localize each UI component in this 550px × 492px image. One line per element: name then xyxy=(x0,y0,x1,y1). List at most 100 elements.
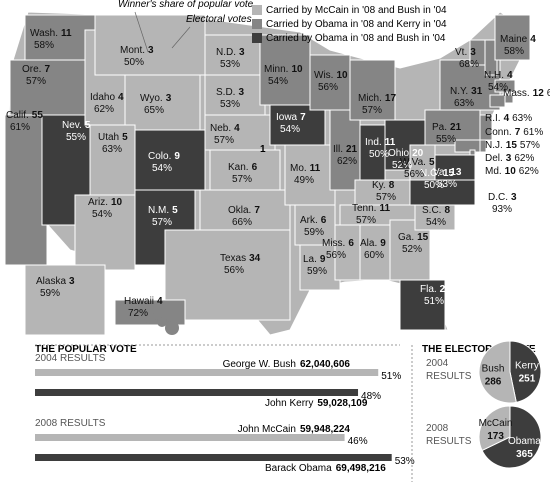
state-label: Iowa 7 54% xyxy=(276,112,306,135)
state-name: N.C. xyxy=(420,168,440,179)
vote-share: 56% xyxy=(318,82,338,93)
electoral-votes: 7 xyxy=(254,205,260,216)
state xyxy=(89,124,136,196)
state-name: Pa. xyxy=(432,122,447,133)
vote-share: 53% xyxy=(220,59,240,70)
state-label: Kan. 6 57% xyxy=(228,162,258,185)
state xyxy=(284,144,336,206)
state-label: Ind. 11 50% xyxy=(365,137,396,160)
legend: Carried by McCain in '08 and Bush in '04… xyxy=(252,5,447,44)
state-name: Ala. xyxy=(360,238,377,249)
electoral-votes: 5 xyxy=(429,157,435,168)
vote-share: 62% xyxy=(519,166,539,177)
state-label: Ala. 9 60% xyxy=(360,238,386,261)
pie-name: Kerry xyxy=(515,360,539,371)
state xyxy=(209,149,281,191)
pie-slice xyxy=(481,405,542,469)
vote-share: 57% xyxy=(26,76,46,87)
pie-value: 251 xyxy=(519,373,536,384)
electoral-votes: 4 xyxy=(118,92,124,103)
state-name: N.Y. xyxy=(450,86,468,97)
vote-share: 62% xyxy=(337,156,357,167)
state-labels: Wash. 11 58%Ore. 7 57%Calif. 55 61% Nev. 5 55%Ida… xyxy=(6,28,550,319)
state-name: N.M. xyxy=(148,205,169,216)
electoral-votes: 4 xyxy=(157,296,163,307)
vote-share: 59% xyxy=(304,227,324,238)
state-label: La. 9 59% xyxy=(303,254,327,277)
candidate-label: John McCain 59,948,224 xyxy=(238,424,351,435)
state-name: Mo. xyxy=(290,163,307,174)
electoral-votes: 6 xyxy=(321,215,327,226)
leader-line xyxy=(134,11,149,53)
state-label: Colo. 9 54% xyxy=(148,151,180,174)
electoral-votes: 55 xyxy=(32,110,44,121)
state-label: S.D. 3 53% xyxy=(216,87,244,110)
state-name: Wyo. xyxy=(140,93,163,104)
state xyxy=(94,14,206,76)
pie-value: 365 xyxy=(516,449,533,460)
state-name: Va. xyxy=(433,167,447,178)
state-name: Ariz. xyxy=(88,197,108,208)
state xyxy=(489,94,506,108)
state xyxy=(204,74,266,116)
electoral-votes: 15 xyxy=(417,232,429,243)
pie-name: McCain xyxy=(479,418,513,429)
vote-share: 50% xyxy=(424,180,444,191)
island xyxy=(165,321,179,335)
percent-label: 46% xyxy=(348,436,368,447)
state-name: R.I. xyxy=(485,113,501,124)
electoral-votes: 15 xyxy=(506,140,518,151)
vote-share: 57% xyxy=(152,217,172,228)
state-name: Texas xyxy=(220,253,246,264)
state xyxy=(269,104,326,146)
state-label: N.D. 3 53% xyxy=(216,47,245,70)
state-name: Mont. xyxy=(120,45,145,56)
percent-label: 48% xyxy=(361,391,381,402)
vote-share: 72% xyxy=(128,308,148,319)
electoral-votes: 8 xyxy=(389,180,395,191)
electoral-votes: 11 xyxy=(379,203,390,214)
annotation: Winner's share of popular vote xyxy=(118,0,254,10)
state-name: Utah xyxy=(98,132,119,143)
candidate-label: George W. Bush 62,040,606 xyxy=(223,359,351,370)
vote-share: 63% xyxy=(102,144,122,155)
state-name: Tenn. xyxy=(352,203,376,214)
vote-count: 62,040,606 xyxy=(300,359,350,370)
state xyxy=(4,114,48,266)
electoral-votes: 21 xyxy=(346,144,358,155)
state xyxy=(409,179,476,206)
state-label: D.C. 3 93% xyxy=(488,192,517,215)
state xyxy=(24,264,106,336)
caption: RESULTS xyxy=(426,436,472,447)
state-name: Ill. xyxy=(333,144,343,155)
state-name: Conn. xyxy=(485,127,512,138)
split-vote-label: 1 xyxy=(260,144,266,155)
electoral-votes: 6 xyxy=(252,162,258,173)
percent-label: 53% xyxy=(395,456,415,467)
percent-label: 51% xyxy=(381,371,401,382)
year: 2004 xyxy=(426,358,449,369)
state-name: Vt. xyxy=(455,47,467,58)
state-name: Miss. xyxy=(322,238,345,249)
state xyxy=(164,229,291,321)
state-label: Miss. 6 56% xyxy=(322,238,354,261)
state-label: Idaho 4 62% xyxy=(90,92,124,115)
state-name: Ky. xyxy=(372,180,386,191)
electoral-votes: 20 xyxy=(412,148,424,159)
vote-share: 50% xyxy=(124,57,144,68)
vote-share: 68% xyxy=(459,59,479,70)
state-label: Conn. 7 61% xyxy=(485,127,543,138)
state-name: Alaska xyxy=(36,276,66,287)
state-label: R.I. 4 63% xyxy=(485,113,532,124)
state-name: S.D. xyxy=(216,87,235,98)
vote-share: 49% xyxy=(294,175,314,186)
vote-share: 62% xyxy=(94,104,114,115)
vote-bar xyxy=(35,434,345,441)
electoral-votes: 17 xyxy=(385,93,397,104)
pie-name: Bush xyxy=(482,364,505,375)
state-label: Fla. 27 51% xyxy=(420,284,451,307)
island xyxy=(157,317,167,327)
state-label: W.Va. 5 56% xyxy=(400,157,435,180)
electoral-votes: 3 xyxy=(148,45,154,56)
state-name: Okla. xyxy=(228,205,251,216)
